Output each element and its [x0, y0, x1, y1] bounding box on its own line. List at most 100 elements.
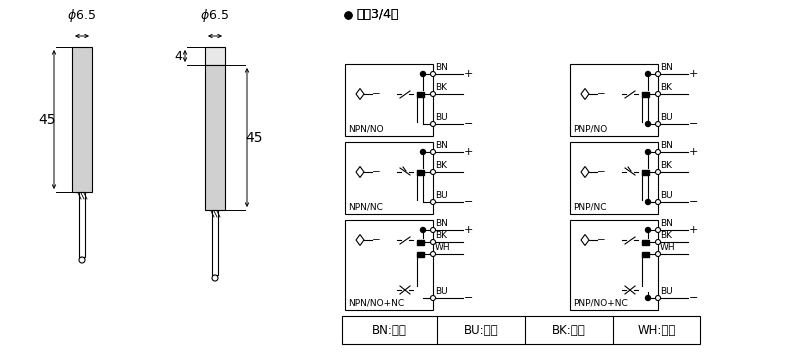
Circle shape [646, 200, 650, 205]
Text: $\phi$6.5: $\phi$6.5 [67, 7, 97, 24]
Text: NPN/NO+NC: NPN/NO+NC [348, 298, 404, 307]
Text: +: + [464, 69, 474, 79]
Circle shape [655, 170, 661, 175]
Circle shape [655, 251, 661, 257]
Circle shape [79, 257, 85, 263]
Text: BN: BN [435, 219, 448, 228]
Text: PNP/NO+NC: PNP/NO+NC [573, 298, 628, 307]
Text: BN: BN [435, 141, 448, 150]
Polygon shape [356, 88, 364, 100]
Bar [205, 65, 225, 210]
Circle shape [655, 227, 661, 233]
Polygon shape [356, 234, 364, 245]
Bar [642, 239, 649, 245]
Bar [417, 239, 423, 245]
Text: BU: BU [435, 287, 448, 296]
Circle shape [430, 227, 435, 233]
Circle shape [212, 275, 218, 281]
Circle shape [430, 239, 435, 245]
Bar [570, 142, 658, 214]
Bar [205, 47, 225, 65]
Text: −: − [464, 119, 474, 129]
Text: BK: BK [435, 83, 447, 92]
Circle shape [421, 150, 426, 155]
Text: −: − [689, 119, 698, 129]
Circle shape [655, 71, 661, 76]
Text: −: − [597, 235, 606, 245]
Text: BK: BK [660, 231, 672, 240]
Text: NPN/NO: NPN/NO [348, 124, 384, 133]
Polygon shape [356, 166, 364, 177]
Text: BK: BK [435, 231, 447, 240]
Text: +: + [464, 225, 474, 235]
Bar [642, 251, 649, 257]
Text: BK: BK [660, 161, 672, 170]
Circle shape [646, 227, 650, 233]
Circle shape [430, 121, 435, 126]
Text: BU: BU [660, 287, 673, 296]
Circle shape [646, 121, 650, 126]
Text: BU: BU [435, 113, 448, 122]
Text: 4: 4 [174, 50, 182, 63]
Circle shape [655, 200, 661, 205]
Bar [79, 192, 85, 257]
Text: BU: BU [660, 191, 673, 200]
Text: −: − [464, 197, 474, 207]
Text: −: − [597, 167, 606, 177]
Circle shape [655, 150, 661, 155]
Bar [72, 47, 92, 192]
Text: BN: BN [660, 63, 673, 72]
Bar [570, 220, 658, 310]
Circle shape [655, 92, 661, 96]
Circle shape [430, 71, 435, 76]
Text: −: − [464, 293, 474, 303]
Text: BU:兰色: BU:兰色 [464, 323, 498, 337]
Text: −: − [372, 167, 381, 177]
Text: 直涁3/4线: 直涁3/4线 [356, 8, 398, 21]
Text: −: − [689, 293, 698, 303]
Circle shape [421, 227, 426, 233]
Bar [342, 316, 700, 344]
Text: −: − [597, 89, 606, 99]
Text: BK: BK [660, 83, 672, 92]
Circle shape [430, 150, 435, 155]
Bar [570, 64, 658, 136]
Bar [417, 92, 423, 96]
Text: BK: BK [435, 161, 447, 170]
Circle shape [430, 251, 435, 257]
Polygon shape [581, 88, 589, 100]
Text: BN: BN [660, 141, 673, 150]
Bar [345, 220, 433, 310]
Bar [212, 210, 218, 275]
Text: BK:黑色: BK:黑色 [552, 323, 586, 337]
Circle shape [430, 200, 435, 205]
Text: BU: BU [435, 191, 448, 200]
Text: +: + [464, 147, 474, 157]
Text: NPN/NC: NPN/NC [348, 202, 383, 211]
Text: +: + [689, 69, 698, 79]
Text: BN: BN [660, 219, 673, 228]
Text: WH:白色: WH:白色 [638, 323, 676, 337]
Circle shape [655, 295, 661, 301]
Circle shape [655, 239, 661, 245]
Bar [345, 64, 433, 136]
Bar [345, 142, 433, 214]
Text: +: + [689, 225, 698, 235]
Circle shape [430, 170, 435, 175]
Circle shape [646, 295, 650, 301]
Text: −: − [689, 197, 698, 207]
Text: BN: BN [435, 63, 448, 72]
Text: BN:棕色: BN:棕色 [372, 323, 407, 337]
Text: 直涁3/4线: 直涁3/4线 [356, 8, 398, 21]
Bar [417, 251, 423, 257]
Circle shape [430, 295, 435, 301]
Text: PNP/NO: PNP/NO [573, 124, 607, 133]
Text: −: − [372, 235, 381, 245]
Circle shape [646, 71, 650, 76]
Text: 45: 45 [38, 113, 56, 126]
Bar [642, 92, 649, 96]
Text: 45: 45 [246, 131, 262, 145]
Text: PNP/NC: PNP/NC [573, 202, 606, 211]
Text: −: − [372, 89, 381, 99]
Text: WH: WH [435, 243, 450, 252]
